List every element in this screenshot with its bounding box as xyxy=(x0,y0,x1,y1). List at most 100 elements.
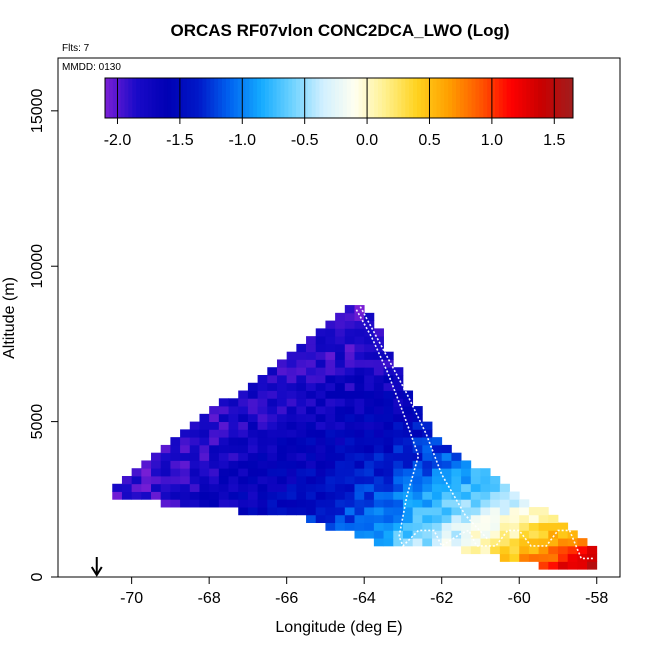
heatmap-cell xyxy=(432,522,443,531)
heatmap-cell xyxy=(218,491,229,500)
heatmap-cell xyxy=(509,522,520,531)
heatmap-cell xyxy=(325,429,336,438)
colorbar-segment xyxy=(522,78,527,118)
heatmap-cell xyxy=(490,499,501,508)
heatmap-cell xyxy=(412,421,423,430)
heatmap-cell xyxy=(228,413,239,423)
heatmap-cell xyxy=(383,522,394,531)
heatmap-cell xyxy=(199,421,210,430)
colorbar-segment xyxy=(218,78,223,118)
colorbar-segment xyxy=(549,78,554,118)
heatmap-cell xyxy=(548,553,559,562)
heatmap-cell xyxy=(247,382,259,391)
heatmap-cell xyxy=(325,374,336,384)
heatmap-cell xyxy=(373,382,384,391)
heatmap-cell xyxy=(209,406,220,415)
heatmap-cell xyxy=(538,561,549,570)
heatmap-cell xyxy=(451,468,462,477)
heatmap-cell xyxy=(499,514,510,524)
heatmap-cell xyxy=(286,367,297,376)
heatmap-cell xyxy=(393,444,404,454)
heatmap-cell xyxy=(296,507,307,516)
heatmap-cell xyxy=(519,514,530,524)
heatmap-cell xyxy=(587,545,598,555)
heatmap-cell xyxy=(499,483,510,492)
heatmap-cell xyxy=(499,522,510,531)
heatmap-cell xyxy=(364,328,375,337)
heatmap-cell xyxy=(412,483,423,492)
heatmap-cell xyxy=(499,499,510,508)
heatmap-cell xyxy=(170,483,181,492)
heatmap-cell xyxy=(373,522,384,531)
heatmap-cell xyxy=(286,468,297,477)
colorbar-segment xyxy=(456,78,461,118)
colorbar-segment xyxy=(198,78,203,118)
heatmap-cell xyxy=(480,514,491,524)
colorbar-segment xyxy=(307,78,313,118)
colorbar-segment xyxy=(132,78,137,118)
heatmap-cell xyxy=(557,553,569,562)
colorbar-segment xyxy=(370,78,375,118)
heatmap-cell xyxy=(170,460,181,469)
heatmap-cell xyxy=(354,343,365,353)
heatmap-cell xyxy=(238,444,249,454)
heatmap-cell xyxy=(373,507,384,516)
heatmap-cell xyxy=(325,522,336,531)
heatmap-cell xyxy=(325,406,336,415)
heatmap-cell xyxy=(315,413,326,423)
heatmap-cell xyxy=(373,351,384,360)
colorbar-segment xyxy=(405,78,410,118)
heatmap-cell xyxy=(528,538,540,547)
heatmap-cell xyxy=(296,444,307,454)
colorbar-segment xyxy=(342,78,348,118)
heatmap-cell xyxy=(441,468,452,477)
heatmap-cell xyxy=(412,468,423,477)
heatmap-cell xyxy=(480,499,491,508)
heatmap-cell xyxy=(422,444,433,454)
heatmap-cell xyxy=(528,545,540,555)
heatmap-cell xyxy=(189,437,200,446)
heatmap-cell xyxy=(538,545,549,555)
heatmap-cell xyxy=(383,351,394,360)
heatmap-cell xyxy=(364,429,375,438)
heatmap-cell xyxy=(422,429,433,438)
heatmap-cell xyxy=(344,413,355,423)
heatmap-cell xyxy=(364,437,375,446)
heatmap-cell xyxy=(151,476,162,485)
heatmap-cell xyxy=(228,444,239,454)
heatmap-cell xyxy=(432,460,443,469)
heatmap-cell xyxy=(354,507,365,516)
heatmap-cell xyxy=(218,437,229,446)
heatmap-cell xyxy=(548,514,559,524)
heatmap-cell xyxy=(519,538,530,547)
heatmap-cell xyxy=(296,359,307,368)
heatmap-cell xyxy=(218,421,229,430)
heatmap-cell xyxy=(286,390,297,399)
heatmap-cell xyxy=(354,514,365,524)
heatmap-cell xyxy=(335,421,346,430)
heatmap-cell xyxy=(276,452,288,461)
colorbar-segment xyxy=(557,78,562,118)
heatmap-cell xyxy=(344,507,355,516)
heatmap-cell xyxy=(422,476,433,485)
heatmap-cell xyxy=(276,382,288,391)
heatmap-cell xyxy=(325,499,336,508)
heatmap-cell xyxy=(393,468,404,477)
heatmap-cell xyxy=(296,429,307,438)
colorbar-segment xyxy=(171,78,176,118)
heatmap-cell xyxy=(170,444,181,454)
heatmap-cell xyxy=(267,367,278,376)
heatmap-cell xyxy=(170,468,181,477)
colorbar-segment xyxy=(108,78,114,118)
heatmap-cell xyxy=(383,382,394,391)
colorbar-segment xyxy=(300,78,305,118)
arrow-marker xyxy=(90,557,103,577)
heatmap-cell xyxy=(267,452,278,461)
heatmap-cell xyxy=(432,538,443,547)
colorbar-segment xyxy=(253,78,258,118)
heatmap-cell xyxy=(577,553,588,562)
colorbar-segment xyxy=(257,78,262,118)
heatmap-cell xyxy=(267,413,278,423)
heatmap-cell xyxy=(364,382,375,391)
heatmap-cell xyxy=(538,507,549,516)
